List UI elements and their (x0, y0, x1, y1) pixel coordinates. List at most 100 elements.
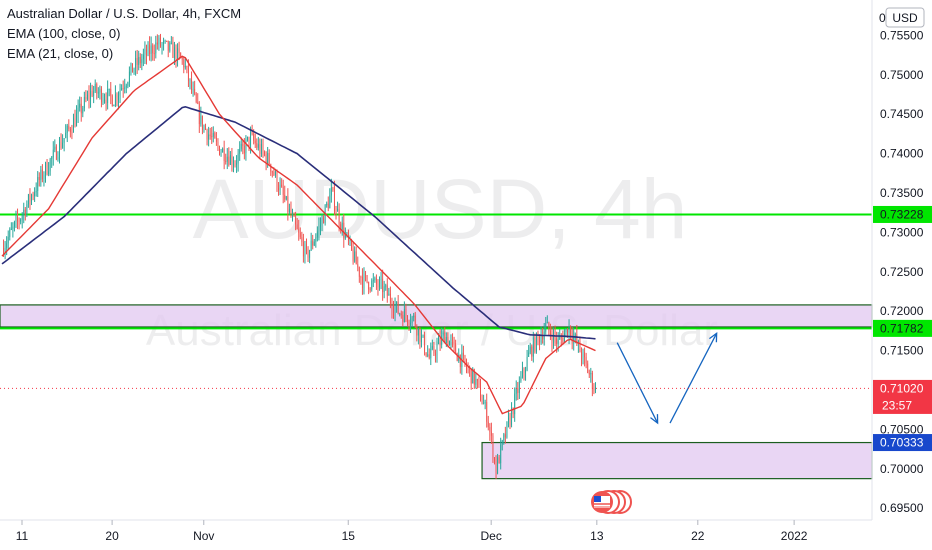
candle (167, 40, 169, 58)
current-price-tag-bg (873, 379, 932, 414)
candle-body (576, 334, 578, 344)
candle (458, 348, 460, 363)
candle (315, 233, 317, 248)
candle-body (571, 335, 573, 342)
candle-body (425, 352, 427, 356)
candle-body (424, 335, 425, 353)
candle (54, 139, 56, 153)
currency-label: USD (892, 11, 918, 25)
candle (265, 151, 267, 171)
candle-body (557, 339, 559, 344)
price-tick-label: 0.71500 (880, 344, 924, 358)
candle (293, 212, 295, 217)
candle (587, 360, 589, 374)
candle-body (254, 140, 256, 144)
candle-body (60, 141, 62, 148)
candle-body (487, 421, 489, 428)
candle (198, 101, 200, 133)
candle (80, 96, 82, 122)
candle (236, 155, 238, 173)
candle (495, 455, 497, 480)
candle-body (279, 184, 281, 191)
candle-body (3, 248, 4, 255)
candle-body (307, 248, 309, 258)
candle-body (385, 285, 387, 287)
candle-body (587, 363, 589, 373)
candle-body (256, 143, 258, 148)
candle (35, 182, 37, 197)
candle (38, 172, 40, 187)
candle (332, 186, 334, 192)
candle (309, 249, 311, 264)
candle (422, 334, 424, 338)
candle (355, 246, 357, 265)
candle (326, 201, 328, 208)
level-mid-tag-text: 0.71782 (880, 321, 924, 335)
candle-body (59, 141, 60, 158)
candle-body (525, 370, 526, 373)
candle-body (386, 285, 388, 296)
candle-body (278, 187, 279, 191)
candle (393, 300, 394, 319)
price-axis[interactable]: 0.75500 0.75000 0.74500 0.74000 0.73500 0.730… (871, 0, 932, 520)
candle (144, 41, 146, 64)
candle-body (243, 146, 245, 154)
candle-body (87, 94, 88, 100)
candle (141, 53, 143, 71)
candle-body (34, 192, 36, 197)
candle (257, 136, 259, 151)
candle (532, 331, 534, 363)
candle (163, 37, 165, 51)
candle (290, 201, 292, 218)
candle-body (141, 59, 143, 64)
candle (546, 315, 548, 324)
candle-body (375, 278, 377, 285)
candle (571, 326, 573, 350)
candle-body (156, 42, 158, 45)
candle-body (489, 427, 491, 432)
candle (365, 270, 367, 282)
candle-body (174, 47, 175, 58)
candle-body (341, 222, 343, 230)
candle (205, 123, 207, 131)
candle-body (91, 90, 93, 96)
zones-layer (0, 304, 873, 480)
candle (518, 376, 520, 399)
candle-body (205, 125, 206, 130)
candle (354, 246, 356, 263)
candle (284, 185, 286, 203)
candle (122, 80, 124, 98)
candle-body (366, 274, 368, 283)
economic-events-icon[interactable] (591, 490, 632, 514)
candle-body (508, 417, 509, 422)
candle (17, 208, 19, 230)
candle-body (422, 335, 424, 337)
candle (514, 387, 516, 422)
candle (86, 90, 88, 101)
candle (430, 342, 432, 366)
candle (288, 203, 290, 215)
candle-body (231, 155, 233, 165)
price-axis-tags: 0.73228 0.71782 0.71020 23:57 0.70333 (873, 205, 932, 452)
candle-body (147, 44, 149, 56)
candle (340, 221, 342, 234)
time-axis[interactable]: 11 20 Nov 15 Dec 13 22 2022 (0, 519, 872, 543)
candle (259, 138, 261, 160)
candle (490, 422, 492, 444)
candle (301, 231, 303, 247)
candle (383, 280, 385, 299)
candle-body (584, 352, 586, 358)
candle (323, 214, 325, 224)
candle (211, 126, 213, 144)
candle (537, 330, 539, 346)
ema-layer (1, 55, 596, 415)
candle (295, 211, 297, 231)
candle-body (105, 99, 107, 104)
candle-body (511, 408, 512, 425)
candle (239, 141, 241, 161)
candle-body (567, 328, 568, 337)
candle (551, 326, 553, 352)
candle (219, 145, 220, 156)
currency-button[interactable]: USD (885, 7, 925, 28)
